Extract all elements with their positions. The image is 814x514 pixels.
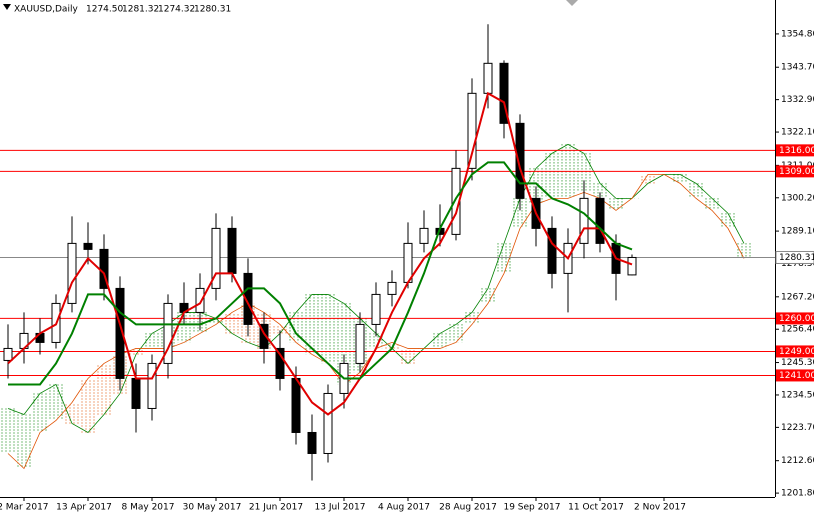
candle-body (83, 242, 93, 250)
y-tick-label: 1245.30 (781, 358, 814, 368)
last-high: 1281.32 (122, 5, 159, 15)
y-tick-label: 1201.80 (781, 489, 814, 499)
plot (0, 24, 775, 481)
y-tick-label: 1343.70 (781, 63, 814, 73)
scroll-icon[interactable] (566, 0, 578, 6)
candle-body (195, 287, 205, 313)
last-open: 1274.50 (86, 5, 123, 15)
last-close: 1280.31 (194, 5, 231, 15)
level-label: 1260.00 (779, 314, 814, 324)
candle-body (547, 227, 557, 274)
y-tick-label: 1278.30 (781, 259, 814, 269)
indicator-line (7, 91, 633, 416)
candle-body (355, 323, 365, 364)
candle-body (131, 377, 141, 409)
candle-body (307, 431, 317, 454)
candle-body (579, 197, 589, 244)
x-tick-label: 28 Aug 2017 (439, 503, 497, 513)
y-tick-label: 1212.60 (781, 456, 814, 466)
candle-body (147, 362, 157, 409)
candle-body (627, 256, 637, 276)
y-tick-label: 1300.20 (781, 193, 814, 203)
level-label-box (776, 345, 814, 358)
level-label: 1309.00 (779, 167, 814, 177)
y-tick-label: 1354.80 (781, 29, 814, 39)
candle-body (115, 287, 125, 379)
x-tick-label: 19 Sep 2017 (503, 503, 560, 513)
candle-body (291, 377, 301, 433)
candle-body (371, 293, 381, 325)
y-tick-label: 1322.10 (781, 128, 814, 138)
candle-body (163, 302, 173, 364)
y-tick-label: 1267.20 (781, 292, 814, 302)
y-tick-label: 1256.40 (781, 325, 814, 335)
candle-body (515, 122, 525, 199)
candle-body (227, 227, 237, 274)
x-tick-label: 4 Aug 2017 (378, 503, 430, 513)
candle-body (259, 323, 269, 349)
menu-icon[interactable] (3, 4, 11, 10)
level-label: 1316.00 (779, 146, 814, 156)
candle-body (275, 347, 285, 379)
x-tick-label: 8 May 2017 (122, 503, 175, 513)
x-tick-label: 13 Jul 2017 (315, 503, 366, 513)
candle-body (595, 197, 605, 244)
candle-body (67, 242, 77, 304)
level-label-box (776, 369, 814, 382)
x-tick-label: 22 Mar 2017 (0, 503, 49, 513)
candle-body (499, 62, 509, 124)
candle-body (211, 227, 221, 289)
price-label-box (775, 250, 814, 264)
x-tick-label: 11 Oct 2017 (568, 503, 624, 513)
chart-title: XAUUSD,Daily (14, 5, 78, 15)
y-tick-label: 1223.70 (781, 423, 814, 433)
candle-body (387, 281, 397, 295)
level-label: 1249.00 (779, 347, 814, 357)
y-tick-label: 1289.10 (781, 227, 814, 237)
candle-body (323, 392, 333, 454)
x-tick-label: 13 Apr 2017 (56, 503, 112, 513)
candle-body (3, 347, 13, 361)
candle-body (419, 227, 429, 244)
candle-body (467, 92, 477, 169)
level-label-box (776, 144, 814, 157)
candle-body (483, 62, 493, 94)
x-tick-label: 21 Jun 2017 (249, 503, 303, 513)
candle-body (243, 272, 253, 325)
x-tick-label: 2 Nov 2017 (634, 503, 686, 513)
level-label: 1241.00 (779, 371, 814, 381)
last-low: 1274.32 (158, 5, 195, 15)
y-tick-label: 1332.90 (781, 95, 814, 105)
price-label: 1280.31 (779, 253, 814, 263)
level-label-box (776, 165, 814, 178)
y-tick-label: 1234.50 (781, 390, 814, 400)
level-label-box (776, 312, 814, 325)
indicator-line (8, 161, 633, 386)
x-tick-label: 30 May 2017 (183, 503, 242, 513)
